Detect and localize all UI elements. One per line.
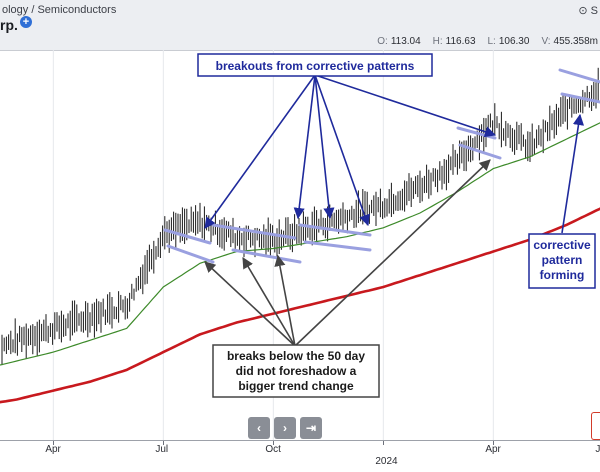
pattern-callout-line: forming [540, 268, 585, 282]
x-axis: Apr Jul Oct 2024 Apr Jul [0, 440, 600, 472]
chart-header: ology / Semiconductors rp. + ⊙ S O: 113.0… [0, 0, 600, 51]
x-tick-mark [163, 441, 165, 445]
breakdown-callout-line: bigger trend change [238, 379, 354, 393]
pattern-arrow [561, 113, 585, 234]
ohlc-value: 116.63 [445, 36, 476, 47]
logo-icon: ⊙ [578, 5, 588, 17]
x-tick-mark [53, 441, 55, 445]
breakdown-arrow [242, 257, 296, 347]
x-tick-label: Apr [485, 444, 501, 455]
x-tick-label: 2024 [375, 456, 398, 467]
channel-upper-line [163, 228, 212, 245]
ohlc-key: L: [487, 36, 496, 47]
x-tick-mark [273, 441, 275, 445]
x-tick-label: Oct [265, 444, 281, 455]
price-bars [1, 67, 599, 366]
annotation-boxes: breakouts from corrective patterns breaks… [197, 53, 596, 398]
channel-lower-line [166, 244, 215, 264]
x-tick-mark [493, 441, 495, 445]
breakout-arrow [314, 74, 497, 138]
chart-grid [52, 50, 494, 440]
ohlc-readout: O: 113.04 H: 116.63 L: 106.30 V: 455.358m [365, 36, 598, 47]
breakdown-arrow [204, 261, 296, 347]
breakout-arrow [293, 74, 316, 220]
scroll-to-end-button[interactable]: ⇥ [300, 417, 322, 439]
channel-upper-line [211, 223, 297, 240]
breadcrumb[interactable]: ology / Semiconductors [2, 4, 117, 16]
x-tick-label: Jul [595, 444, 600, 455]
breakdown-callout-box [212, 344, 380, 398]
channel-lower-line [303, 240, 372, 252]
channel-lower-line [560, 92, 600, 104]
x-tick-mark [383, 441, 385, 445]
breakout-callout-box [197, 53, 433, 77]
breakout-arrow [314, 74, 370, 227]
scroll-forward-button[interactable]: › [274, 417, 296, 439]
channel-lower-line [458, 143, 502, 160]
channel-upper-line [558, 68, 600, 84]
scroll-back-button[interactable]: ‹ [248, 417, 270, 439]
breakdown-callout-line: did not foreshadow a [236, 364, 357, 378]
breakout-arrow [204, 74, 316, 229]
channel-lower-line [231, 248, 302, 264]
breakout-arrow [314, 74, 335, 220]
price-chart: breakouts from corrective patterns breaks… [0, 50, 600, 440]
breakdown-arrow [294, 159, 491, 347]
ohlc-key: V: [541, 36, 551, 47]
ticker-name: rp. [0, 17, 18, 33]
ohlc-key: H: [432, 36, 443, 47]
chart-navigation: ‹ › ⇥ [248, 417, 322, 439]
corner-marker [591, 412, 600, 440]
x-tick-label: Jul [155, 444, 169, 455]
breakout-callout-text: breakouts from corrective patterns [216, 59, 415, 73]
logo: ⊙ S [578, 4, 598, 17]
ohlc-value: 455.358m [553, 36, 598, 47]
channel-upper-line [298, 223, 372, 237]
pattern-callout-box [528, 233, 596, 289]
ohlc-value: 113.04 [390, 36, 421, 47]
corrective-channels [163, 68, 600, 264]
logo-text: S [590, 5, 598, 17]
breakdown-arrow [274, 254, 296, 347]
add-plus-icon[interactable]: + [20, 16, 32, 28]
ohlc-value: 106.30 [498, 36, 530, 47]
annotation-arrows [204, 74, 585, 347]
x-tick-label: Apr [45, 444, 61, 455]
pattern-callout-line: corrective [533, 238, 591, 252]
ohlc-key: O: [377, 36, 388, 47]
breakdown-callout-line: breaks below the 50 day [227, 349, 365, 363]
pattern-callout-line: pattern [542, 253, 583, 267]
